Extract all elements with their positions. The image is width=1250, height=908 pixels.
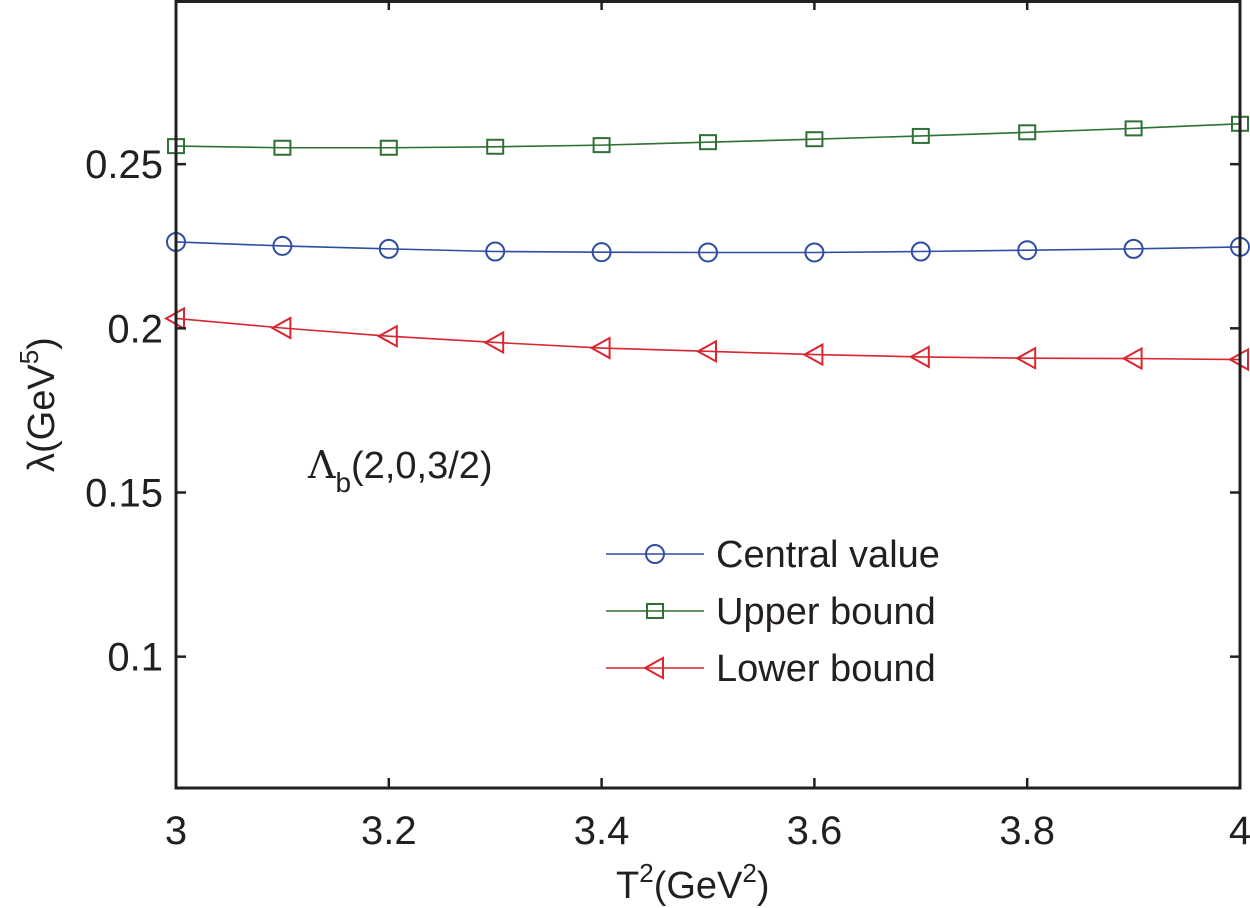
data-point-circle [1123,238,1144,259]
y-axis-label: λ(GeV5) [14,337,63,472]
series-line [175,317,1241,361]
data-point-circle [698,242,718,263]
legend-marker-circle [645,544,665,564]
x-axis-label: T2(GeV2) [616,858,770,907]
data-point-triangle-left [1015,346,1037,370]
legend-label: Upper bound [716,591,936,633]
x-tick-label: 3.4 [574,809,630,853]
data-point-square [379,139,398,156]
x-tick-label: 3.6 [787,809,843,853]
annotation-main: Λ [307,443,336,487]
annotation-label: Λb(2,0,3/2) [307,443,493,498]
series-central-value [166,231,1250,263]
y-tick-label: 0.1 [107,636,163,680]
ticks-layer: 3 3.2 3.4 3.6 3.8 4 0.1 0.15 0.2 0.25 [85,0,1250,853]
data-point-triangle-left [1121,346,1143,371]
data-point-triangle-left [802,342,824,367]
data-point-circle [804,242,825,263]
series-line [175,122,1241,149]
annotation-rest: (2,0,3/2) [351,445,493,487]
y-tick-label: 0.25 [85,143,163,187]
y-axis-label-sup: 5 [14,350,44,364]
data-point-triangle-left [376,324,398,348]
x-axis-label-unit: (GeV [654,865,743,907]
data-point-square [1124,120,1143,137]
legend-item: Central value [606,534,940,576]
data-point-square [273,139,292,156]
data-point-circle [378,238,399,259]
annotation-sub: b [335,467,351,498]
y-axis-label-base: λ(GeV [21,364,63,472]
x-axis-label-base: T [616,865,639,907]
data-point-square [1018,124,1037,141]
data-point-triangle-left [270,316,292,340]
y-tick-label: 0.2 [107,307,163,351]
y-axis-label-close: ) [21,337,63,350]
data-point-circle [272,235,293,256]
legend-item: Lower bound [606,648,936,690]
series-upper-bound [167,115,1249,156]
data-point-triangle-left [589,336,611,360]
data-point-square [592,137,611,154]
x-tick-label: 3.2 [361,809,417,853]
data-point-square [486,138,505,155]
data-point-circle [910,241,931,262]
data-point-square [699,134,717,151]
legend-label: Central value [716,534,940,576]
x-tick-label: 3.8 [999,809,1055,853]
data-point-triangle-left [483,330,505,355]
data-point-triangle-left [908,345,930,369]
plot-frame [174,0,1242,790]
legend-label: Lower bound [716,648,936,690]
data-point-square [911,127,930,144]
data-point-circle [591,242,612,263]
x-axis-label-close: ) [757,865,770,907]
x-axis-label-sup: 2 [639,858,653,888]
series-line [175,241,1241,254]
legend: Central value Upper bound Lower bound [606,534,940,690]
x-tick-label: 3 [165,809,187,853]
data-point-circle [1017,240,1038,261]
series-lower-bound [163,306,1249,372]
x-axis-label-unit-sup: 2 [742,858,756,888]
legend-item: Upper bound [606,591,936,633]
y-tick-label: 0.15 [85,472,163,516]
legend-marker-triangle-left [642,656,664,680]
series-layer [163,115,1250,372]
legend-marker-square [646,603,664,619]
data-point-square [805,131,824,148]
x-tick-label: 4 [1229,809,1250,853]
data-point-triangle-left [695,339,717,364]
data-point-circle [485,241,506,262]
